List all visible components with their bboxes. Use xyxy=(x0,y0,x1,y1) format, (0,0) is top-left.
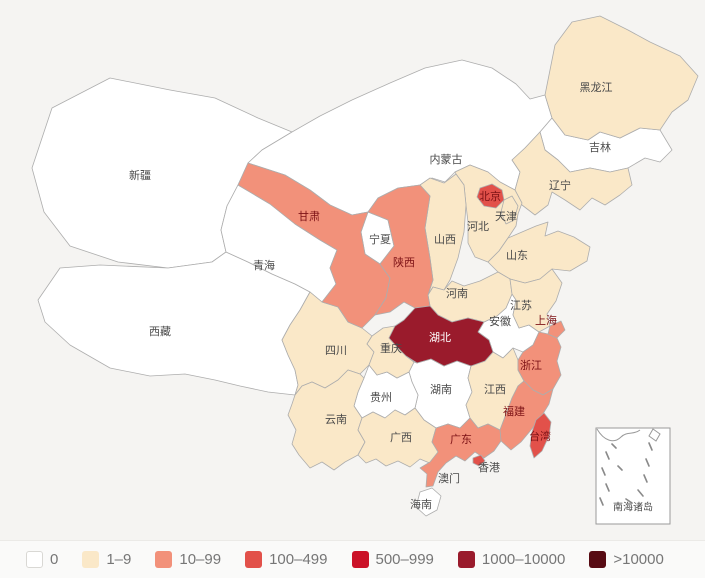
region-label-hunan: 湖南 xyxy=(430,383,452,396)
legend-label: 10–99 xyxy=(179,551,222,568)
inset-dash-line xyxy=(617,465,623,471)
legend-item-4: 500–999 xyxy=(351,551,434,568)
south-china-sea-inset xyxy=(595,427,671,525)
inset-label: 南海诸岛 xyxy=(613,501,653,514)
legend-swatch xyxy=(457,551,475,568)
region-label-sichuan: 四川 xyxy=(325,345,347,357)
region-label-xizang: 西藏 xyxy=(149,325,171,338)
region-label-liaoning: 辽宁 xyxy=(549,178,571,192)
region-taiwan[interactable] xyxy=(529,412,552,459)
region-hubei[interactable] xyxy=(388,305,494,367)
region-beijing[interactable] xyxy=(476,183,505,209)
region-label-gansu: 甘肃 xyxy=(298,210,320,223)
legend-swatch xyxy=(589,551,607,568)
region-guangdong[interactable] xyxy=(419,417,502,488)
region-shaanxi[interactable] xyxy=(367,184,434,316)
legend-label: 1–9 xyxy=(106,551,132,568)
region-xizang[interactable] xyxy=(37,251,311,396)
region-label-ningxia: 宁夏 xyxy=(369,232,391,246)
region-label-henan: 河南 xyxy=(446,287,468,300)
inset-coastline xyxy=(596,428,641,442)
region-label-guangdong: 广东 xyxy=(450,433,472,446)
inset-dash-line xyxy=(648,442,653,451)
inset-dash-line xyxy=(637,489,644,497)
region-label-chongqing: 重庆 xyxy=(380,341,402,355)
inset-dash-line xyxy=(625,498,633,504)
region-label-heilongjiang: 黑龙江 xyxy=(580,81,613,94)
region-label-fujian: 福建 xyxy=(503,404,525,418)
region-shanghai[interactable] xyxy=(547,320,566,339)
legend-item-0: 0 xyxy=(26,551,58,568)
legend-item-3: 100–499 xyxy=(245,551,328,568)
legend-label: >10000 xyxy=(613,551,664,568)
region-fujian[interactable] xyxy=(499,380,554,451)
region-hongkong[interactable] xyxy=(472,454,486,467)
region-label-jilin: 吉林 xyxy=(589,140,611,154)
region-label-jiangsu: 江苏 xyxy=(510,299,532,312)
region-label-jiangxi: 江西 xyxy=(484,383,506,396)
region-label-hebei: 河北 xyxy=(467,220,489,233)
legend-swatch xyxy=(245,551,263,568)
legend-swatch xyxy=(82,551,100,568)
legend-swatch xyxy=(351,551,369,568)
region-label-hainan: 海南 xyxy=(410,497,432,511)
region-heilongjiang[interactable] xyxy=(544,15,699,141)
inset-dash-line xyxy=(645,458,650,467)
legend: 0 1–9 10–99 100–499 500–999 1000–10000 >10000 xyxy=(0,540,705,578)
legend-item-6: >10000 xyxy=(589,551,664,568)
region-label-hongkong: 香港 xyxy=(478,461,500,474)
region-label-guizhou: 贵州 xyxy=(370,391,392,404)
region-liaoning[interactable] xyxy=(511,131,633,216)
region-label-guangxi: 广西 xyxy=(390,431,412,444)
region-gansu[interactable] xyxy=(237,162,391,329)
inset-dash-line xyxy=(643,474,648,483)
legend-swatch xyxy=(26,551,43,568)
legend-item-2: 10–99 xyxy=(155,551,221,568)
legend-label: 1000–10000 xyxy=(481,551,566,568)
legend-swatch xyxy=(155,551,173,568)
region-label-anhui: 安徽 xyxy=(489,314,511,328)
inset-dash-line xyxy=(601,467,606,476)
region-label-taiwan: 台湾 xyxy=(529,429,551,443)
region-label-shanxi: 山西 xyxy=(434,233,456,246)
inset-dash-line xyxy=(605,451,610,460)
region-label-beijing: 北京 xyxy=(479,189,501,203)
region-label-hubei: 湖北 xyxy=(429,331,451,344)
inset-dash-line xyxy=(611,443,617,449)
region-label-qinghai: 青海 xyxy=(253,258,275,272)
region-label-neimenggu: 内蒙古 xyxy=(430,152,463,166)
legend-label: 500–999 xyxy=(375,551,434,568)
legend-label: 0 xyxy=(50,551,59,568)
region-label-zhejiang: 浙江 xyxy=(520,359,542,372)
region-label-shandong: 山东 xyxy=(506,249,528,262)
region-hainan[interactable] xyxy=(415,487,442,517)
region-label-xinjiang: 新疆 xyxy=(129,168,151,182)
inset-island-shape xyxy=(648,428,661,442)
region-label-aomen: 澳门 xyxy=(438,471,460,485)
inset-dash-line xyxy=(599,497,604,506)
legend-label: 100–499 xyxy=(269,551,328,568)
inset-dash-line xyxy=(605,483,610,492)
region-tianjin[interactable] xyxy=(500,195,519,225)
legend-item-5: 1000–10000 xyxy=(457,551,566,568)
region-label-tianjin: 天津 xyxy=(495,210,517,223)
region-label-shanghai: 上海 xyxy=(535,313,557,327)
legend-item-1: 1–9 xyxy=(82,551,131,568)
region-label-shaanxi: 陕西 xyxy=(393,255,415,269)
region-label-yunnan: 云南 xyxy=(325,413,347,426)
